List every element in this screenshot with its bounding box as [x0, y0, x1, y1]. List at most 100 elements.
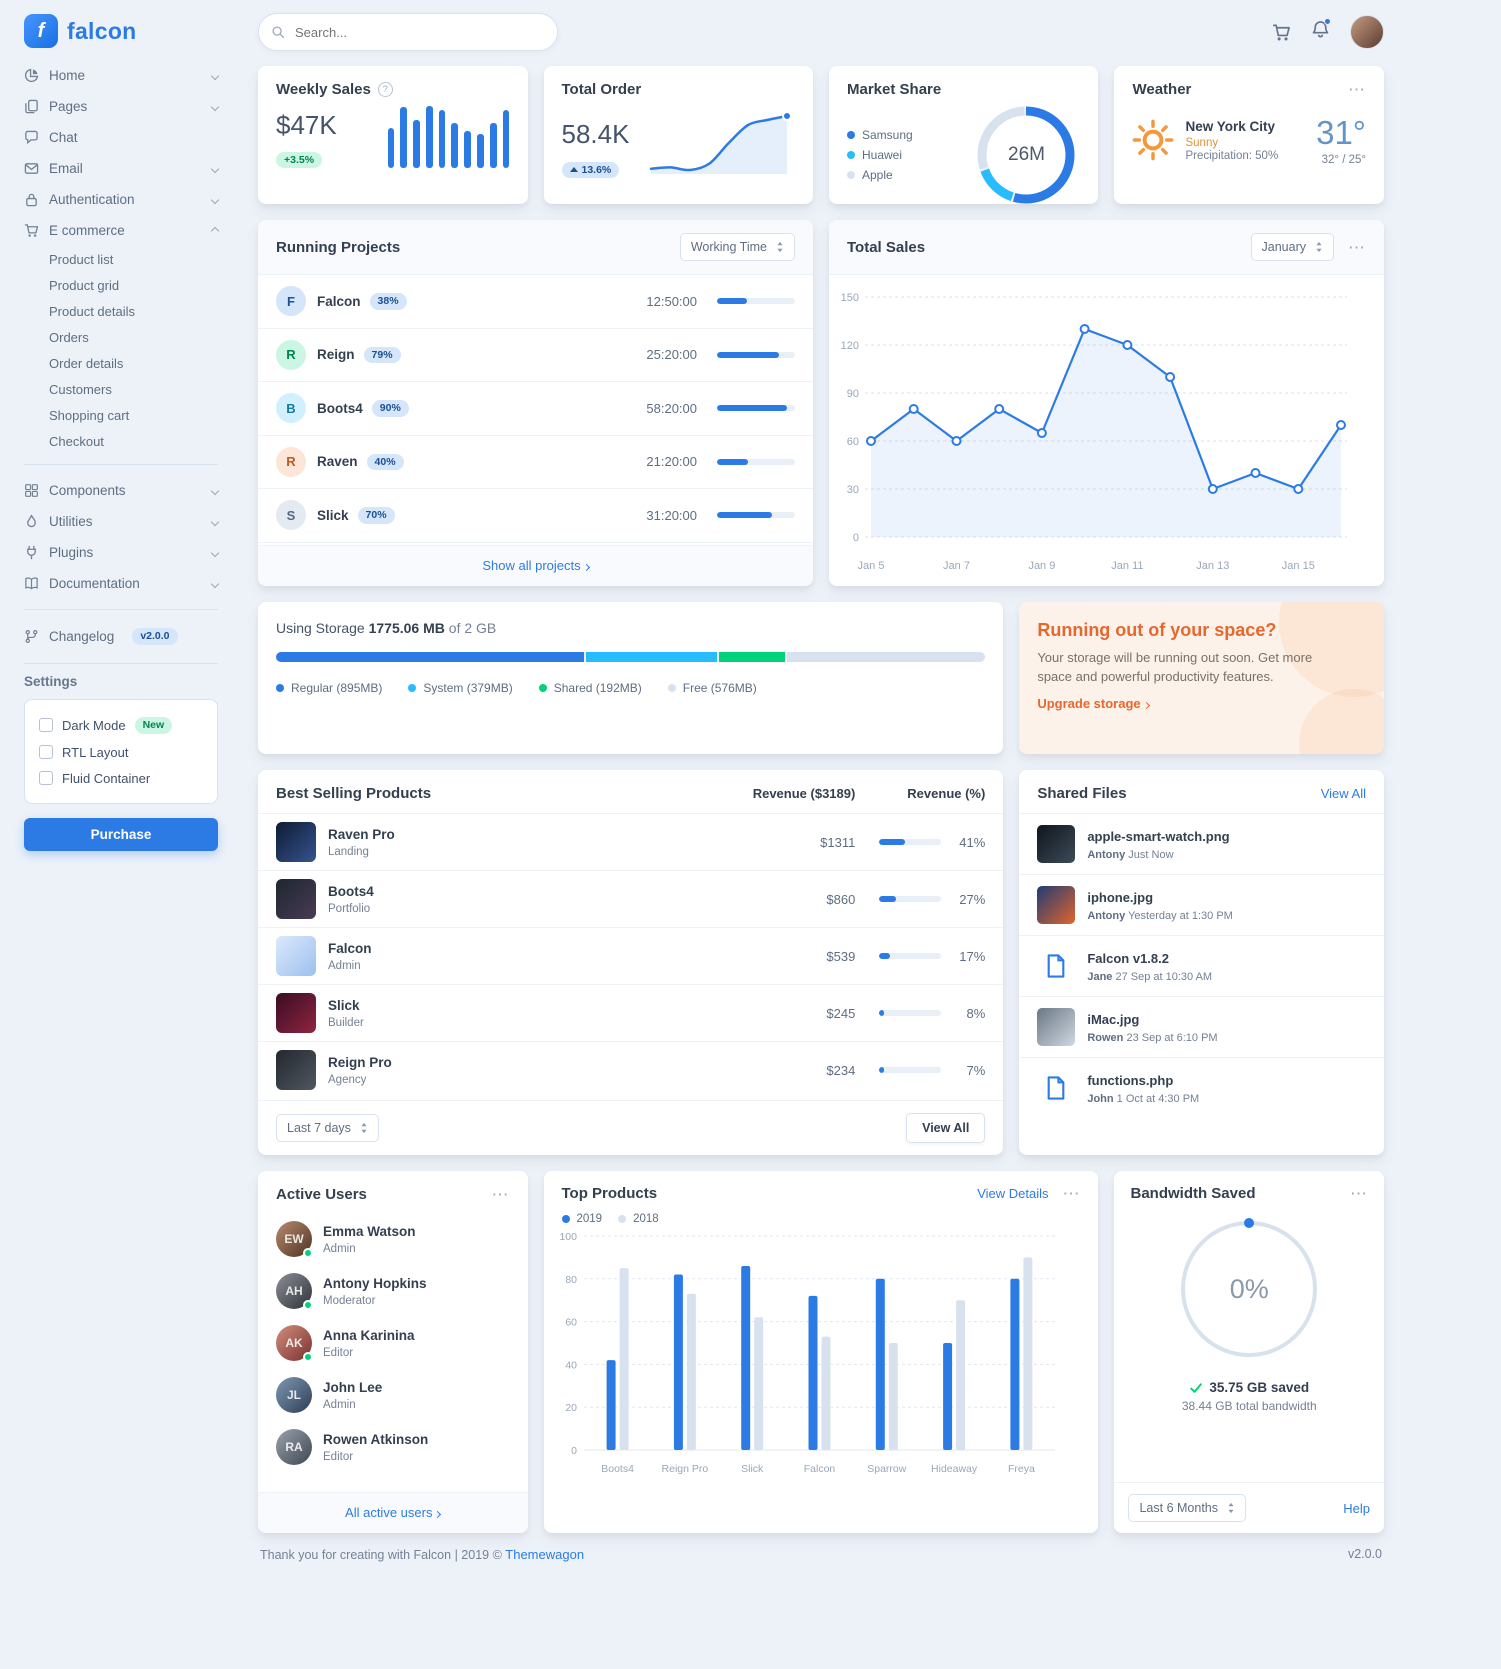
date-range-select[interactable]: Last 7 days — [276, 1114, 379, 1142]
progress-badge: 70% — [357, 507, 395, 524]
dark-mode-checkbox[interactable] — [39, 718, 53, 733]
working-time-select[interactable]: Working Time — [679, 233, 795, 261]
ellipsis-menu-icon[interactable]: ⋯ — [1062, 1184, 1081, 1203]
sidebar-item-chat[interactable]: Chat — [24, 122, 218, 153]
show-all-projects-link[interactable]: Show all projects — [482, 558, 590, 573]
project-name[interactable]: Boots4 — [317, 400, 363, 416]
file-name[interactable]: functions.php — [1087, 1072, 1174, 1088]
themewagon-link[interactable]: Themewagon — [505, 1547, 585, 1562]
new-badge: New — [134, 717, 173, 734]
legend-item[interactable]: 2019 — [561, 1210, 602, 1228]
product-name[interactable]: Slick — [328, 998, 360, 1013]
product-category: Landing — [328, 846, 369, 858]
notifications-button[interactable] — [1311, 18, 1331, 44]
user-name[interactable]: Emma Watson — [323, 1224, 416, 1239]
chevron-down-icon — [210, 579, 220, 588]
rtl-checkbox[interactable] — [39, 745, 53, 759]
project-name[interactable]: Raven — [317, 454, 358, 470]
project-avatar: B — [276, 393, 306, 424]
file-name[interactable]: iphone.jpg — [1087, 889, 1154, 905]
user-name[interactable]: Rowen Atkinson — [323, 1432, 429, 1447]
chevron-down-icon — [210, 486, 220, 495]
user-list: EW Emma Watson Admin AH Antony Hopkins Mod… — [258, 1207, 528, 1473]
sidebar-item-documentation[interactable]: Documentation — [24, 568, 220, 599]
sidebar-item-customers[interactable]: Customers — [49, 381, 112, 397]
fluid-checkbox[interactable] — [39, 771, 53, 785]
chart-legend: 2019 2018 — [544, 1208, 1099, 1228]
project-time: 25:20:00 — [646, 347, 697, 363]
purchase-button[interactable]: Purchase — [24, 818, 218, 851]
project-name[interactable]: Reign — [317, 347, 355, 363]
view-all-button[interactable]: View All — [906, 1113, 986, 1143]
file-name[interactable]: apple-smart-watch.png — [1087, 828, 1230, 844]
ellipsis-menu-icon[interactable]: ⋯ — [1350, 1184, 1368, 1203]
ellipsis-menu-icon[interactable]: ⋯ — [1348, 80, 1366, 99]
view-details-link[interactable]: View Details — [977, 1186, 1049, 1201]
fire-icon — [24, 514, 39, 529]
project-row: R Reign 79% 25:20:00 — [258, 329, 813, 382]
ellipsis-menu-icon[interactable]: ⋯ — [1348, 237, 1366, 257]
top-products-bar-chart: 0 20 40 60 80 100 Boots4 Reign Pro Slick Falcon Sp… — [544, 1228, 1099, 1490]
sidebar-item-product-details[interactable]: Product details — [49, 303, 135, 319]
sidebar-item-checkout[interactable]: Checkout — [49, 433, 104, 449]
sidebar-item-ecommerce[interactable]: E commerce — [24, 215, 220, 246]
rtl-layout-toggle[interactable]: RTL Layout — [39, 739, 203, 765]
legend-item[interactable]: 2018 — [618, 1210, 659, 1228]
legend-dot — [408, 684, 417, 692]
sidebar-item-label: Pages — [49, 99, 88, 114]
brand[interactable]: f falcon — [24, 14, 218, 48]
shopping-cart-icon[interactable] — [1272, 23, 1291, 42]
sidebar-item-components[interactable]: Components — [24, 475, 220, 506]
upsell-title: Running out of your space? — [1037, 620, 1277, 640]
sidebar-item-product-list[interactable]: Product list — [49, 251, 114, 267]
total-order-line-chart — [649, 111, 792, 174]
sidebar-item-shopping-cart[interactable]: Shopping cart — [49, 407, 130, 423]
all-active-users-link[interactable]: All active users — [345, 1505, 442, 1520]
sidebar-item-order-details[interactable]: Order details — [49, 355, 124, 371]
month-select[interactable]: January — [1250, 233, 1334, 261]
product-name[interactable]: Raven Pro — [328, 827, 395, 842]
user-name[interactable]: Antony Hopkins — [323, 1276, 427, 1291]
svg-text:Sparrow: Sparrow — [867, 1463, 907, 1475]
avatar: JL — [276, 1377, 312, 1413]
product-name[interactable]: Reign Pro — [328, 1055, 392, 1070]
total-order-badge: 13.6% — [561, 161, 620, 178]
help-link[interactable]: Help — [1343, 1500, 1370, 1516]
progress-badge: 38% — [369, 293, 407, 310]
product-name[interactable]: Falcon — [328, 941, 372, 956]
project-name[interactable]: Slick — [317, 507, 349, 523]
file-thumbnail — [1037, 825, 1076, 863]
total-order-value: 58.4K — [561, 119, 630, 150]
sidebar-item-email[interactable]: Email — [24, 153, 220, 184]
file-name[interactable]: iMac.jpg — [1087, 1011, 1140, 1027]
sidebar-item-pages[interactable]: Pages — [24, 91, 220, 122]
product-category: Portfolio — [328, 903, 371, 915]
period-select[interactable]: Last 6 Months — [1128, 1494, 1246, 1522]
search-input[interactable] — [258, 13, 558, 51]
fluid-container-toggle[interactable]: Fluid Container — [39, 765, 203, 791]
upgrade-storage-link[interactable]: Upgrade storage — [1037, 696, 1150, 711]
sidebar-item-plugins[interactable]: Plugins — [24, 537, 220, 568]
sidebar-item-changelog[interactable]: Changelog v2.0.0 — [24, 620, 218, 653]
sidebar-item-authentication[interactable]: Authentication — [24, 184, 220, 215]
ellipsis-menu-icon[interactable]: ⋯ — [491, 1185, 510, 1204]
dark-mode-toggle[interactable]: Dark Mode New — [39, 712, 203, 740]
project-name[interactable]: Falcon — [317, 293, 361, 309]
sidebar-item-utilities[interactable]: Utilities — [24, 506, 220, 537]
svg-text:20: 20 — [565, 1402, 577, 1414]
user-name[interactable]: Anna Karinina — [323, 1328, 415, 1343]
user-name[interactable]: John Lee — [323, 1380, 383, 1395]
sidebar-item-orders[interactable]: Orders — [49, 329, 89, 345]
product-name[interactable]: Boots4 — [328, 884, 374, 899]
running-projects-card: Running Projects Working Time F Falcon 3… — [258, 220, 813, 586]
product-revenue: $245 — [826, 1005, 856, 1021]
view-all-link[interactable]: View All — [1320, 786, 1366, 801]
weather-condition: Sunny — [1185, 136, 1219, 149]
sidebar-item-product-grid[interactable]: Product grid — [49, 277, 120, 293]
file-name[interactable]: Falcon v1.8.2 — [1087, 950, 1169, 966]
user-avatar[interactable] — [1350, 15, 1384, 49]
sidebar-item-home[interactable]: Home — [24, 60, 220, 91]
list-item: functions.php John 1 Oct at 4:30 PM — [1019, 1057, 1384, 1118]
info-icon[interactable]: ? — [377, 82, 393, 97]
chevron-right-icon — [434, 1510, 442, 1519]
